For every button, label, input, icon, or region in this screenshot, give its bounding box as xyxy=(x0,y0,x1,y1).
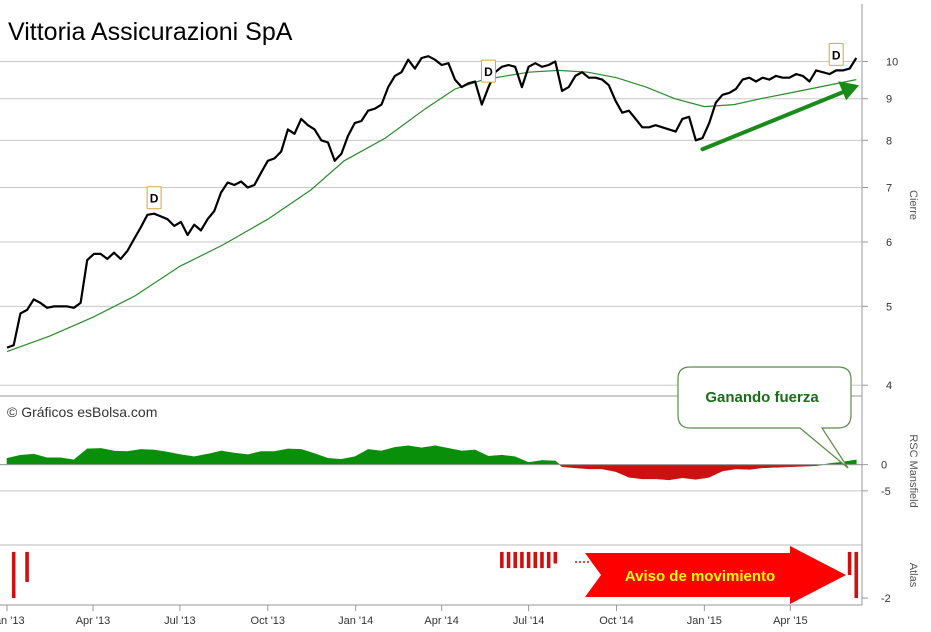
atlas-bar xyxy=(540,551,544,569)
price-layer xyxy=(6,55,858,349)
rsc-layer xyxy=(0,445,862,481)
rsc-axis-title: RSC Mansfield xyxy=(907,434,919,507)
atlas-bar xyxy=(533,551,538,569)
x-tick-label: Jul '14 xyxy=(513,615,544,627)
trend-arrow-shaft xyxy=(700,89,848,152)
x-tick-label: Apr '13 xyxy=(76,615,111,627)
x-tick-label: Jan '14 xyxy=(338,615,373,627)
price-tick-label: 8 xyxy=(886,135,892,147)
dividend-marker-box xyxy=(480,59,496,83)
warning-arrow xyxy=(585,546,846,604)
atlas-bar xyxy=(506,551,511,569)
atlas-axis-title: Atlas xyxy=(907,563,919,588)
x-tick-label: Apr '14 xyxy=(424,615,459,627)
dividend-marker-box xyxy=(146,186,162,210)
atlas-bar xyxy=(25,551,29,582)
price-tick-label: 5 xyxy=(886,301,892,313)
axis-layer: 4 5 6 7 8 9 10 -5 0 -2 Jan '13 Apr '13 Jul '13 Oct '1… xyxy=(0,56,898,627)
dividend-marker-label: D xyxy=(832,48,841,62)
atlas-layer xyxy=(11,551,859,599)
atlas-bar xyxy=(854,551,859,599)
trend-arrow-head xyxy=(838,81,860,101)
warning-text: Aviso de movimiento xyxy=(625,568,775,585)
x-tick-label: Jan '15 xyxy=(687,615,722,627)
atlas-bar xyxy=(553,551,558,564)
callout-bubble xyxy=(677,366,852,469)
atlas-bar xyxy=(546,551,551,569)
x-tick-label: Oct '13 xyxy=(251,615,286,627)
price-tick-label: 9 xyxy=(886,94,892,106)
rsc-tick-label: 0 xyxy=(881,460,887,472)
price-tick-label: 7 xyxy=(886,183,892,195)
dividend-marker: D xyxy=(146,186,162,210)
atlas-bar xyxy=(847,551,852,575)
rsc-negative-area xyxy=(558,464,823,481)
atlas-bar xyxy=(526,551,531,569)
dividend-marker: D xyxy=(828,42,844,66)
atlas-bar xyxy=(11,551,16,599)
dividend-marker-label: D xyxy=(150,192,159,206)
atlas-tick-label: -2 xyxy=(881,593,891,605)
price-axis-title: Cierre xyxy=(907,190,919,220)
price-line xyxy=(6,55,858,349)
dividend-marker: D xyxy=(480,59,496,83)
dividend-marker-layer: D D D xyxy=(146,42,844,210)
atlas-bar xyxy=(520,551,524,569)
atlas-bar xyxy=(500,551,504,569)
x-tick-label: Jul '13 xyxy=(164,615,195,627)
copyright-text: © Gráficos esBolsa.com xyxy=(7,404,157,420)
annotation-layer: Ganando fuerza Aviso de movimiento xyxy=(575,81,860,604)
dividend-marker-label: D xyxy=(484,65,493,79)
rsc-tick-label: -5 xyxy=(881,486,891,498)
atlas-bar xyxy=(513,551,518,569)
x-tick-label: Apr '15 xyxy=(773,615,808,627)
x-tick-label: Jan '13 xyxy=(0,615,25,627)
price-tick-label: 4 xyxy=(886,380,892,392)
dividend-marker-box xyxy=(828,42,844,66)
callout-text: Ganando fuerza xyxy=(705,389,819,406)
x-tick-label: Oct '14 xyxy=(599,615,634,627)
rsc-positive-area xyxy=(6,445,857,465)
price-tick-label: 10 xyxy=(886,56,898,68)
chart-title: Vittoria Assicurazioni SpA xyxy=(8,18,293,46)
price-tick-label: 6 xyxy=(886,237,892,249)
